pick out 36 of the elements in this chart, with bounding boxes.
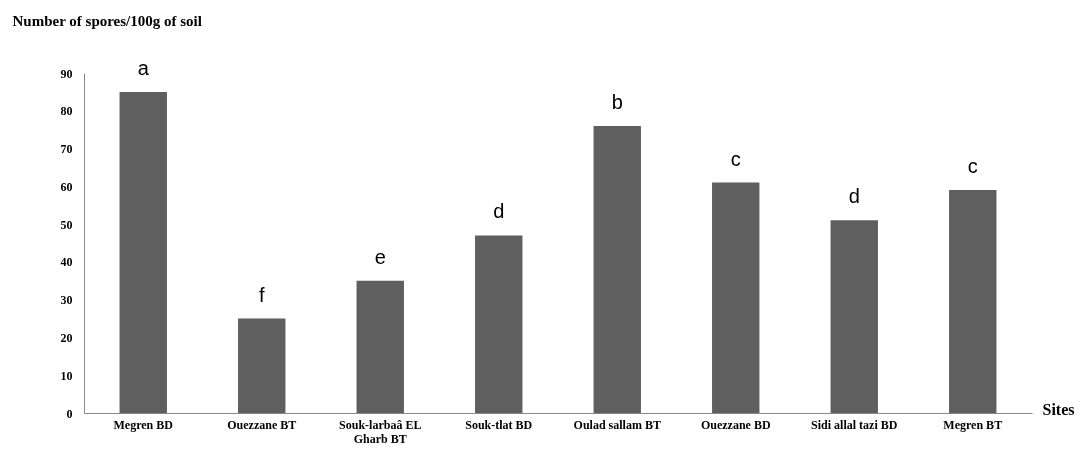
x-axis-title: Sites (1042, 400, 1075, 418)
x-tick-label: Oulad sallam BT (573, 417, 661, 432)
bar (830, 220, 878, 413)
y-axis-title: Number of spores/100g of soil (12, 12, 202, 29)
annotation: d (848, 185, 860, 208)
bar (119, 91, 167, 413)
x-tick-label: Ouezzane BD (700, 417, 771, 432)
y-tick-label: 50 (60, 217, 73, 232)
x-tick-label: Sidi allal tazi BD (811, 417, 898, 432)
y-tick-label: 90 (60, 66, 73, 81)
y-tick-label: 60 (60, 179, 73, 194)
bar (593, 125, 641, 413)
annotation: b (611, 90, 623, 113)
annotation: c (730, 147, 741, 170)
y-tick-label: 70 (60, 142, 73, 157)
bar (712, 182, 760, 413)
annotation: f (258, 283, 265, 306)
y-tick-label: 0 (66, 406, 73, 421)
annotation: a (137, 56, 150, 79)
x-tick-label: Megren BT (943, 417, 1003, 432)
annotation: d (493, 200, 505, 223)
x-tick-label: Megren BD (113, 417, 174, 432)
x-tick-label: Souk-tlat BD (465, 417, 533, 432)
bar (238, 318, 286, 413)
bar (356, 280, 404, 413)
y-tick-label: 20 (60, 330, 73, 345)
bar (949, 190, 997, 413)
x-tick-label: Ouezzane BT (227, 417, 297, 432)
y-tick-label: 40 (60, 255, 73, 270)
annotation: c (967, 155, 978, 178)
bar (475, 235, 523, 413)
y-tick-label: 80 (60, 104, 73, 119)
x-tick-label: Souk-larbaâ EL Gharb BT (339, 417, 422, 446)
y-tick-label: 10 (60, 368, 73, 383)
annotation: e (374, 245, 386, 268)
y-tick-label: 30 (60, 293, 73, 308)
